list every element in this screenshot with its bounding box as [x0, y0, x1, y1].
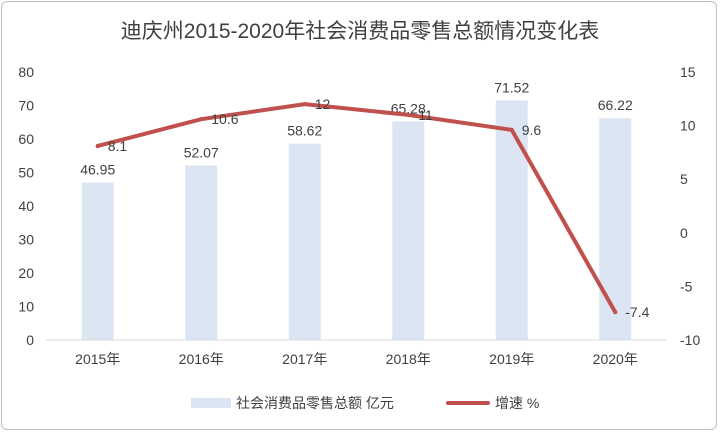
line-data-label: 8.1: [108, 138, 128, 154]
bar-data-label: 58.62: [287, 123, 322, 139]
line-data-label: 12: [315, 96, 331, 112]
bar: [599, 118, 632, 341]
line-data-label: 9.6: [522, 122, 542, 138]
bar-series: [81, 100, 632, 341]
line-point: [199, 117, 204, 122]
left-axis-tick: 10: [18, 299, 34, 315]
left-axis-tick: 30: [18, 232, 34, 248]
line-point: [509, 127, 514, 132]
line-data-label: 11: [418, 107, 433, 123]
x-axis: 2015年 2016年 2017年 2018年 2019年 2020年: [46, 339, 667, 367]
left-axis-tick: 50: [18, 165, 34, 181]
right-axis-tick: 15: [680, 64, 696, 80]
line-data-label: 10.6: [211, 111, 238, 127]
growth-line: [95, 102, 618, 315]
bar-data-label: 71.52: [494, 79, 529, 95]
left-axis: 0 10 20 30 40 50 60 70 80: [18, 64, 34, 348]
line-point: [302, 102, 307, 107]
bar: [495, 100, 528, 341]
legend-bar-label: 社会消费品零售总额 亿元: [236, 395, 394, 411]
bar-data-label: 46.95: [80, 162, 115, 178]
x-axis-tick: 2019年: [489, 351, 534, 367]
x-axis-tick: 2015年: [75, 351, 120, 367]
line-labels: 8.1 10.6 12 11 9.6 -7.4: [108, 96, 650, 320]
chart-title: 迪庆州2015-2020年社会消费品零售总额情况变化表: [121, 20, 599, 43]
line-point: [95, 143, 100, 148]
left-axis-tick: 80: [18, 64, 34, 80]
line-point: [613, 310, 618, 315]
right-axis: -10 -5 0 5 10 15: [680, 64, 700, 348]
x-axis-tick: 2017年: [282, 351, 327, 367]
left-axis-tick: 0: [26, 332, 34, 348]
bar: [81, 182, 114, 340]
right-axis-tick: 10: [680, 118, 696, 134]
right-axis-tick: -5: [680, 278, 693, 294]
right-axis-tick: -10: [680, 332, 700, 348]
line-series: [95, 102, 618, 315]
bar: [392, 121, 425, 340]
right-axis-tick: 0: [680, 225, 688, 241]
x-axis-tick: 2016年: [179, 351, 224, 367]
legend-bar-swatch: [191, 398, 231, 408]
bar: [288, 143, 321, 340]
legend-line-label: 增速 %: [495, 395, 539, 411]
left-axis-tick: 70: [18, 98, 34, 114]
left-axis-tick: 20: [18, 265, 34, 281]
bar-data-label: 52.07: [184, 145, 219, 161]
bar: [185, 165, 218, 340]
left-axis-tick: 60: [18, 131, 34, 147]
bar-data-label: 66.22: [598, 97, 633, 113]
line-data-label: -7.4: [625, 304, 649, 320]
left-axis-tick: 40: [18, 198, 34, 214]
right-axis-tick: 5: [680, 171, 688, 187]
x-axis-tick: 2018年: [386, 351, 431, 367]
legend: 社会消费品零售总额 亿元 增速 %: [191, 395, 539, 411]
x-axis-tick: 2020年: [593, 351, 638, 367]
line-point: [406, 112, 411, 117]
